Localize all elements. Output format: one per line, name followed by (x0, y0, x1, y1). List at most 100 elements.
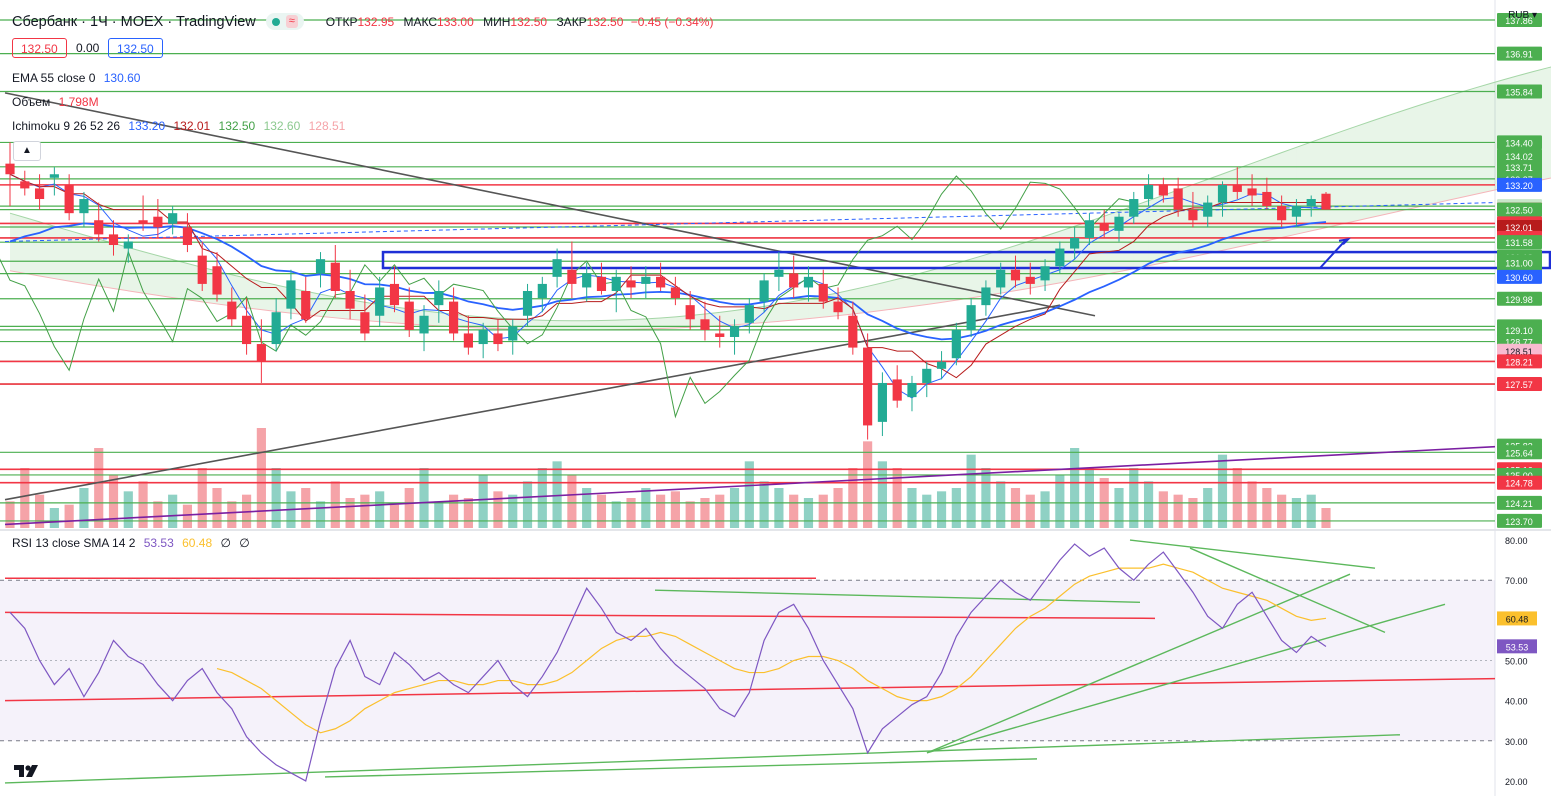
market-status[interactable]: ≈ (265, 13, 304, 30)
ichimoku-cloud-segment (246, 278, 262, 310)
candle (1099, 209, 1109, 238)
candle-body (34, 188, 45, 200)
volume-bar (182, 504, 193, 528)
rsi-ma-line (216, 563, 1327, 734)
candle-body (774, 269, 784, 277)
candle-body (685, 305, 695, 320)
ichimoku-cloud-segment (1399, 106, 1415, 212)
candle (34, 174, 45, 210)
ichimoku-cloud-segment (571, 320, 587, 330)
volume-bar (1277, 494, 1287, 528)
candle-body (5, 163, 15, 175)
candle (552, 248, 562, 288)
trendline-rising (4, 304, 1061, 501)
price-axis-tag (1497, 445, 1542, 460)
rsi-legend[interactable]: RSI 13 close SMA 14 2 53.53 60.48 ∅ ∅ (12, 536, 250, 550)
price-axis-label: 123.70 (1505, 517, 1533, 527)
volume-bar (138, 481, 148, 528)
volume-legend[interactable]: Объем 1.798M (12, 95, 99, 109)
open-value: 132.95 (357, 14, 395, 29)
candle (389, 266, 400, 313)
tradingview-logo-icon[interactable] (12, 760, 46, 782)
candle-body (389, 283, 400, 306)
candle-body (1188, 209, 1198, 221)
candle-body (227, 301, 237, 320)
candle-body (996, 269, 1006, 288)
candle-body (182, 227, 193, 246)
rsi-trendline (926, 603, 1446, 754)
candle (522, 283, 533, 327)
price-axis-label: 133.20 (1505, 181, 1533, 191)
volume-bar (79, 488, 89, 528)
candle (1040, 259, 1050, 291)
candle-body (1232, 184, 1242, 192)
volume-bar (360, 494, 370, 528)
volume-bar (744, 461, 754, 528)
volume-bar (863, 441, 873, 528)
candle (848, 301, 858, 355)
ichimoku-cloud-segment (527, 319, 543, 330)
price-axis-tag (1497, 202, 1542, 217)
volume-bar (892, 468, 902, 528)
candle-body (197, 255, 207, 284)
candle (567, 241, 577, 299)
candle (271, 298, 281, 352)
volume-bar (774, 488, 784, 528)
candle-body (700, 319, 710, 330)
ichimoku-legend[interactable]: Ichimoku 9 26 52 26 133.20 132.01 132.50… (12, 119, 345, 133)
rsi-empty-value-2: ∅ (239, 536, 250, 550)
candle-body (552, 259, 562, 277)
ichimoku-span-b-value: 128.51 (308, 119, 346, 133)
candle-body (315, 259, 326, 274)
candle (1114, 213, 1124, 242)
ichimoku-cloud-segment (926, 267, 942, 305)
rsi-axis-label: 70.00 (1505, 576, 1528, 586)
ichimoku-cloud-segment (897, 275, 912, 309)
volume-bar (966, 454, 976, 528)
candle (1277, 195, 1287, 228)
candle (1247, 174, 1257, 207)
change-value: −0.45 (−0.34%) (630, 14, 714, 29)
candle-body (877, 382, 887, 422)
rsi-axis-label: 80.00 (1505, 536, 1528, 546)
volume-bar (256, 428, 266, 528)
ichimoku-cloud-segment (1385, 111, 1400, 215)
price-axis-tag (1497, 177, 1542, 192)
price-axis-label: 125.64 (1505, 448, 1533, 458)
candle-body (256, 344, 266, 362)
price-axis-label: 129.98 (1505, 295, 1533, 305)
ichimoku-lagging-value: 132.50 (218, 119, 256, 133)
candle-body (153, 216, 163, 228)
volume-bar (197, 468, 207, 528)
buy-price-box[interactable]: 132.50 (108, 38, 163, 58)
candle (1291, 199, 1302, 228)
rsi-trendline (926, 573, 1351, 754)
candle-body (833, 301, 843, 313)
ichimoku-tenkan-line (9, 173, 1327, 399)
candle (759, 273, 769, 313)
ichimoku-cloud-segment (157, 255, 173, 298)
candle (360, 294, 370, 341)
candle-body (966, 305, 976, 330)
symbol-title[interactable]: Сбербанк · 1Ч · MOEX · TradingView (12, 13, 256, 30)
price-axis-label: 132.50 (1505, 206, 1533, 216)
chevron-up-icon[interactable]: ▲ (13, 141, 41, 161)
volume-bar (1291, 498, 1302, 528)
candle-body (123, 241, 133, 249)
volume-bar (552, 461, 562, 528)
ichimoku-cloud-segment (852, 286, 868, 314)
ema-legend[interactable]: EMA 55 close 0 130.60 (12, 71, 140, 85)
rsi-value: 53.53 (143, 536, 174, 550)
ohlc-values: ОТКР132.95 МАКС133.00 МИН132.50 ЗАКР132.… (320, 15, 714, 29)
candle-body (79, 199, 89, 214)
candle-body (848, 315, 858, 348)
sell-price-box[interactable]: 132.50 (12, 38, 67, 58)
candle-body (922, 368, 932, 383)
candle (1129, 191, 1139, 224)
candle-body (1114, 216, 1124, 231)
currency-select[interactable]: RUB ▾ (1508, 10, 1537, 21)
candle (863, 333, 873, 440)
price-axis-label: 134.02 (1505, 152, 1533, 162)
price-axis-label: 124.21 (1505, 499, 1533, 509)
